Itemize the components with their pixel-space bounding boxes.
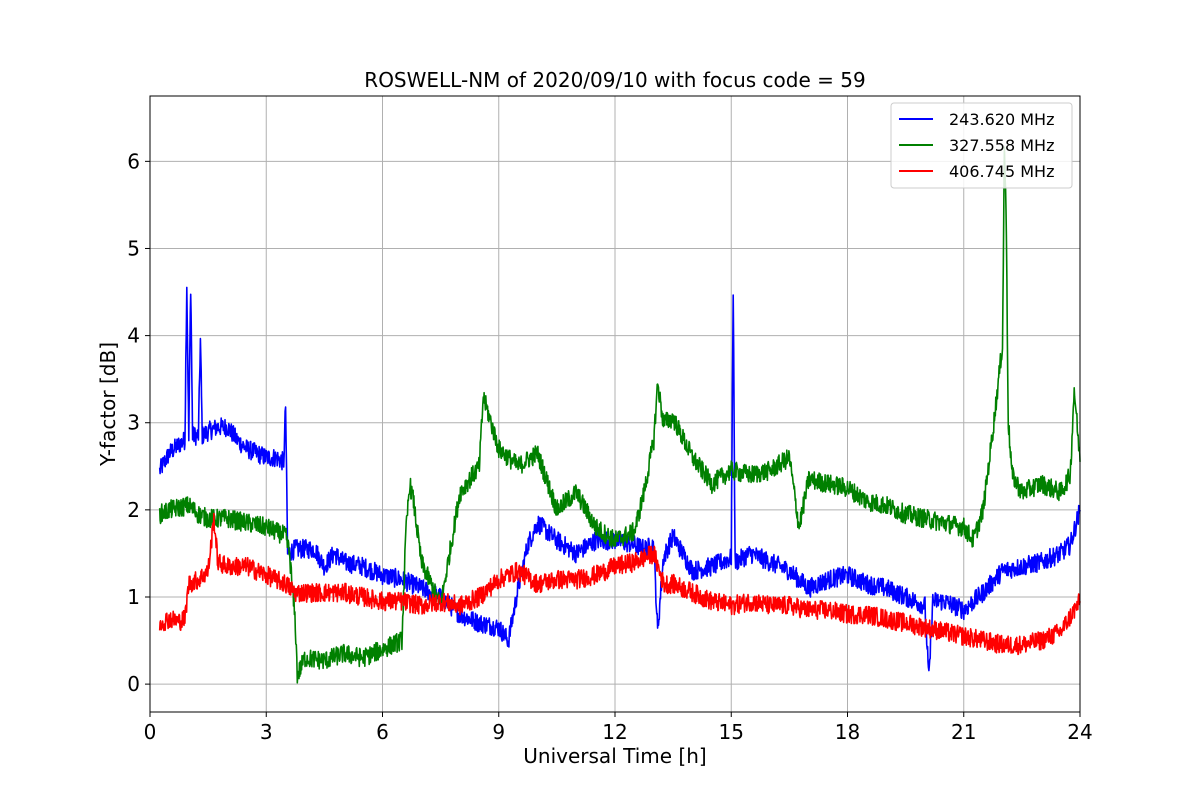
y-tick-label: 2 (127, 498, 140, 522)
x-tick-label: 21 (951, 720, 976, 744)
x-tick-label: 15 (719, 720, 744, 744)
x-tick-label: 24 (1067, 720, 1092, 744)
x-tick-label: 3 (260, 720, 273, 744)
legend-label-2: 406.745 MHz (949, 162, 1054, 181)
y-tick-label: 3 (127, 411, 140, 435)
series-layer (158, 146, 1081, 684)
x-tick-label: 12 (602, 720, 627, 744)
chart-title: ROSWELL-NM of 2020/09/10 with focus code… (364, 68, 865, 92)
x-tick-label: 9 (492, 720, 505, 744)
x-tick-label: 18 (835, 720, 860, 744)
y-tick-label: 0 (127, 672, 140, 696)
y-tick-label: 1 (127, 585, 140, 609)
legend-box (890, 102, 1073, 189)
x-tick-label: 0 (144, 720, 157, 744)
y-tick-label: 5 (127, 236, 140, 260)
x-axis-label: Universal Time [h] (523, 744, 706, 768)
y-axis-label: Y-factor [dB] (96, 342, 120, 467)
x-tick-label: 6 (376, 720, 389, 744)
legend-label-1: 327.558 MHz (949, 136, 1054, 155)
y-tick-label: 4 (127, 324, 140, 348)
series-line-0 (158, 286, 1081, 672)
series-line-1 (158, 146, 1081, 684)
legend-label-0: 243.620 MHz (949, 110, 1054, 129)
y-tick-label: 6 (127, 149, 140, 173)
series-line-2 (158, 512, 1081, 656)
legend: 243.620 MHz 327.558 MHz 406.745 MHz (890, 102, 1073, 189)
